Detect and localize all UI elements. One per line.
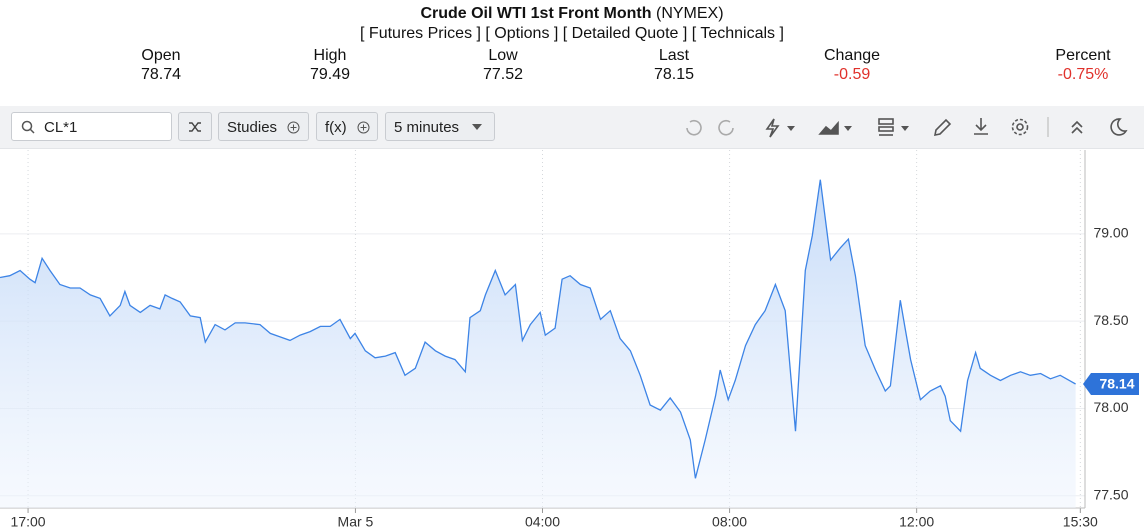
price-line [0, 179, 1076, 479]
interval-dropdown[interactable]: 5 minutes [385, 112, 495, 141]
quote-low: Low 77.52 [443, 46, 563, 84]
quote-value: 78.15 [653, 66, 695, 83]
redo-icon[interactable] [718, 119, 734, 136]
search-icon [21, 120, 35, 134]
plus-icon [287, 121, 300, 134]
quote-value: -0.75% [1057, 66, 1109, 83]
collapse-icon[interactable] [1071, 120, 1083, 134]
x-tick-label: 04:00 [525, 514, 560, 530]
shuffle-icon [189, 122, 201, 132]
quote-label: Low [488, 47, 518, 64]
area-fill [0, 179, 1076, 508]
header-links: [ Futures Prices ] [ Options ] [ Detaile… [0, 25, 1144, 43]
pencil-icon[interactable] [933, 118, 952, 137]
header-title: Crude Oil WTI 1st Front Month (NYMEX) [0, 5, 1144, 23]
y-tick-label: 78.50 [1093, 312, 1128, 328]
y-tick-label: 78.00 [1093, 399, 1128, 415]
link[interactable]: [ Technicals ] [691, 25, 784, 42]
quote-value: -0.59 [833, 66, 871, 83]
download-icon[interactable] [974, 118, 988, 135]
x-tick-label: 08:00 [712, 514, 747, 530]
caret [472, 124, 482, 130]
plus-icon [357, 121, 370, 134]
quote-open: Open 78.74 [101, 46, 221, 84]
compare-button[interactable] [178, 112, 212, 141]
chart: 79.00 78.50 78.00 77.50 17:00 Mar 5 04:00 08:00… [0, 150, 1139, 530]
quote-value: 78.74 [140, 66, 182, 83]
quote-high: High 79.49 [270, 46, 390, 84]
instrument-name: Crude Oil WTI 1st Front Month [420, 5, 652, 22]
quote-change: Change -0.59 [792, 46, 912, 84]
theme-icon[interactable] [1110, 118, 1128, 136]
quote-label: High [313, 47, 347, 64]
studies-button[interactable]: Studies [218, 112, 309, 141]
toolbar-icons [686, 117, 1128, 138]
link[interactable]: [ Futures Prices ] [360, 25, 481, 42]
exchange: (NYMEX) [655, 5, 724, 22]
x-tick-label: 12:00 [899, 514, 934, 530]
x-tick-label: 15:30 [1063, 514, 1098, 530]
quote-value: 77.52 [482, 66, 524, 83]
chart-type-icon[interactable] [818, 120, 839, 135]
layout-icon[interactable] [878, 118, 894, 125]
quote-label: Last [658, 47, 690, 64]
toolbar: CL*1 Studies f(x) 5 minutes [0, 106, 1144, 149]
y-tick-label: 79.00 [1093, 225, 1128, 241]
draw-icon[interactable] [765, 118, 780, 138]
quote-percent: Percent -0.75% [1023, 46, 1143, 84]
link[interactable]: [ Detailed Quote ] [562, 25, 688, 42]
y-tick-label: 77.50 [1093, 486, 1128, 502]
fx-button[interactable]: f(x) [316, 112, 378, 141]
x-tick-label: Mar 5 [338, 514, 374, 530]
symbol-search[interactable]: CL*1 [11, 112, 172, 141]
settings-icon[interactable] [1016, 123, 1024, 131]
symbol: CL*1 [44, 119, 78, 136]
button-label: f(x) [325, 119, 347, 136]
undo-icon[interactable] [686, 119, 702, 136]
quote-label: Change [823, 47, 881, 64]
quote-label: Percent [1055, 47, 1111, 64]
link[interactable]: [ Options ] [485, 25, 559, 42]
price-tag [1083, 373, 1139, 396]
quote-value: 79.49 [309, 66, 351, 83]
quote-last: Last 78.15 [614, 46, 734, 84]
price-tag-label: 78.14 [1099, 376, 1134, 392]
button-label: 5 minutes [394, 119, 460, 136]
x-tick-label: 17:00 [11, 514, 46, 530]
button-label: Studies [227, 119, 278, 136]
quote-label: Open [141, 47, 181, 64]
